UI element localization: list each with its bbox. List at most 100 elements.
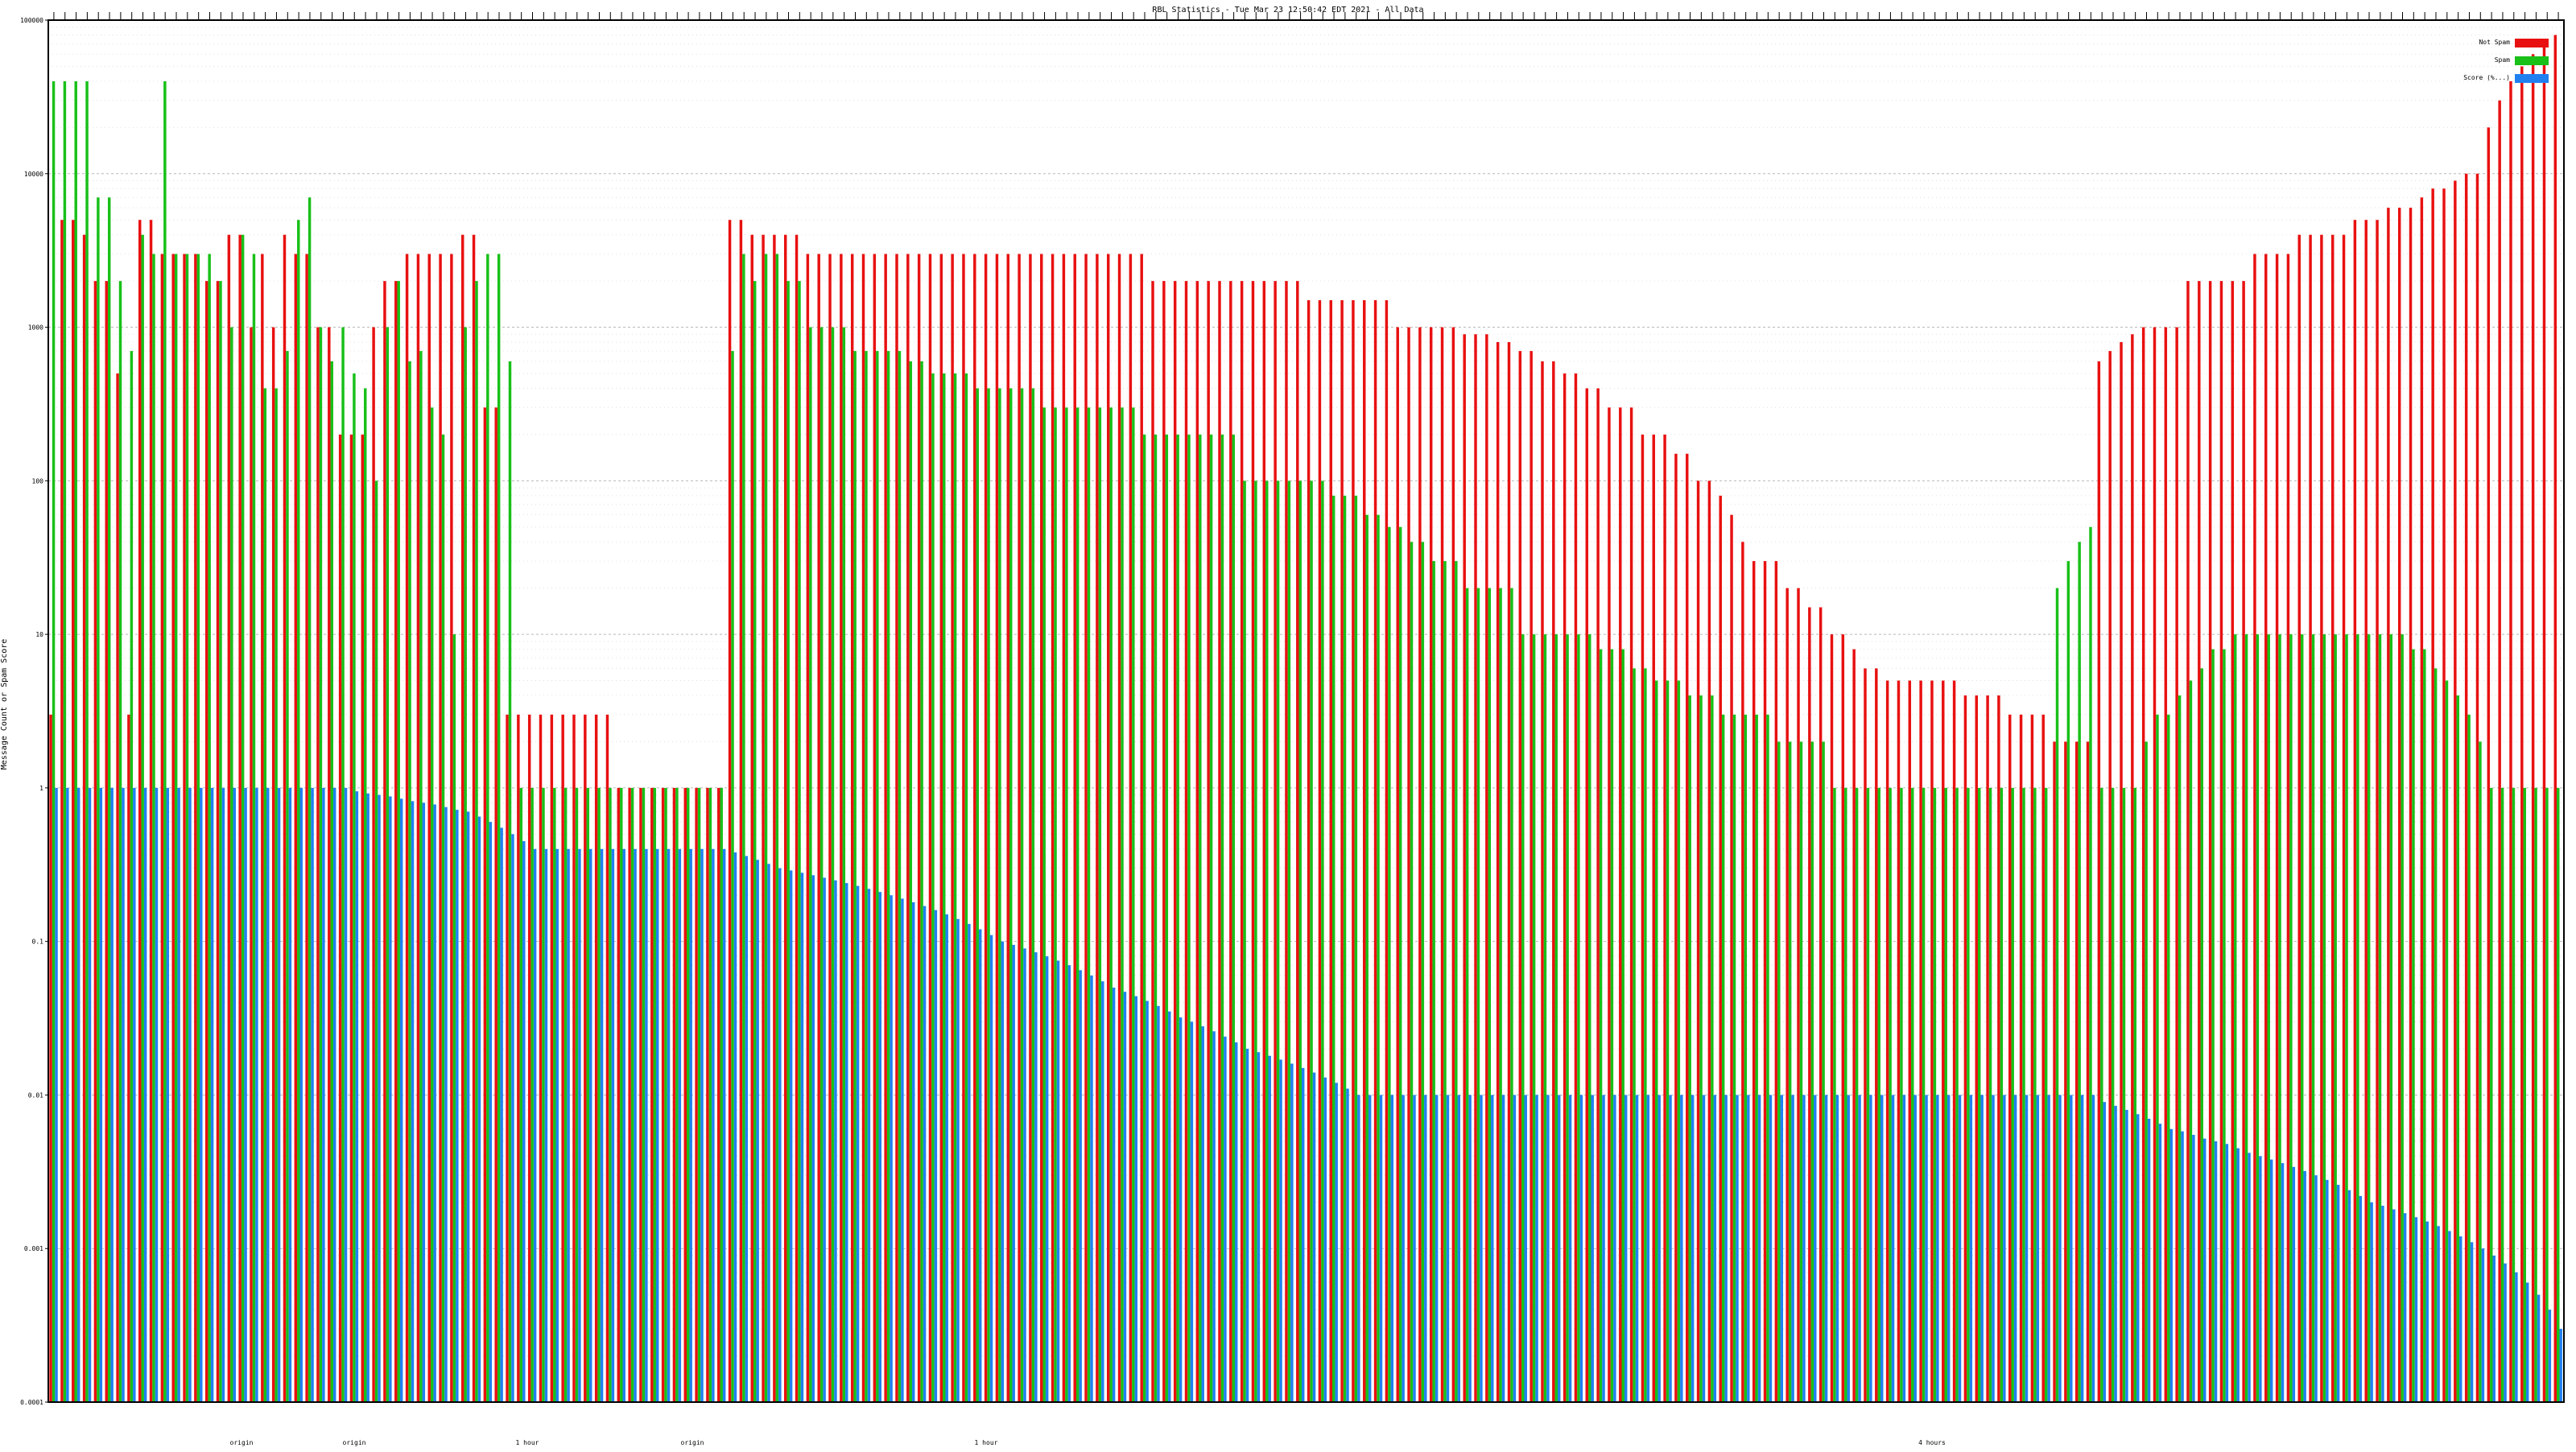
bar-score: [712, 848, 715, 1402]
bar-not-spam: [305, 254, 308, 1402]
bar-score: [1958, 1095, 1962, 1402]
bar-not-spam: [361, 434, 365, 1402]
bar-spam: [2557, 787, 2560, 1402]
bar-score: [2392, 1209, 2396, 1402]
bar-not-spam: [2464, 173, 2468, 1402]
bar-spam: [1243, 481, 1246, 1402]
bar-not-spam: [416, 254, 420, 1402]
bar-not-spam: [427, 254, 431, 1402]
bar-score: [344, 787, 348, 1402]
bar-not-spam: [405, 254, 409, 1402]
bar-score: [99, 787, 103, 1402]
bar-score: [1913, 1095, 1917, 1402]
bar-not-spam: [951, 254, 954, 1402]
bar-spam: [2256, 634, 2260, 1402]
bar-spam: [697, 787, 701, 1402]
bar-spam: [1677, 680, 1681, 1402]
bar-spam: [1176, 434, 1179, 1402]
bar-score: [544, 848, 548, 1402]
bar-score: [1001, 941, 1005, 1402]
bar-spam: [2523, 787, 2526, 1402]
bar-score: [2314, 1175, 2318, 1402]
bar-score: [2125, 1109, 2128, 1402]
bar-not-spam: [2008, 714, 2012, 1402]
bar-not-spam: [483, 407, 487, 1402]
bar-score: [1558, 1095, 1561, 1402]
bar-not-spam: [1307, 299, 1311, 1403]
bar-spam: [1933, 787, 1937, 1402]
bar-score: [221, 787, 225, 1402]
bar-not-spam: [450, 254, 453, 1402]
bar-spam: [1799, 741, 1803, 1402]
bar-not-spam: [1541, 361, 1544, 1402]
bar-score: [1535, 1095, 1538, 1402]
bar-not-spam: [773, 234, 776, 1403]
bar-spam: [1209, 434, 1213, 1402]
bar-spam: [430, 407, 434, 1402]
bar-not-spam: [1752, 561, 1756, 1402]
bar-not-spam: [1029, 254, 1032, 1402]
bar-score: [1980, 1095, 1984, 1402]
bar-not-spam: [2231, 281, 2235, 1402]
bar-spam: [508, 361, 512, 1402]
bar-spam: [1031, 388, 1035, 1403]
bar-spam: [1977, 787, 1981, 1402]
bar-not-spam: [2219, 281, 2223, 1402]
bar-not-spam: [2331, 234, 2334, 1403]
x-tick-label: origin: [230, 1439, 254, 1446]
bar-score: [1513, 1095, 1517, 1402]
bar-spam: [74, 80, 77, 1402]
bar-score: [2103, 1102, 2106, 1402]
bar-spam: [408, 361, 411, 1402]
bar-score: [2114, 1105, 2117, 1402]
bar-spam: [664, 787, 667, 1402]
bar-not-spam: [1285, 281, 1288, 1402]
bar-score: [1379, 1095, 1383, 1402]
bar-score: [1168, 1011, 1171, 1402]
bar-score: [1814, 1095, 1817, 1402]
bar-score: [2281, 1163, 2285, 1402]
bar-score: [1946, 1095, 1951, 1402]
bar-score: [1702, 1095, 1706, 1402]
bar-spam: [653, 787, 656, 1402]
bar-score: [2470, 1242, 2474, 1402]
bar-spam: [931, 373, 935, 1402]
bar-spam: [2000, 787, 2004, 1402]
bar-score: [778, 868, 782, 1402]
bar-spam: [1310, 481, 1313, 1402]
bar-not-spam: [617, 787, 621, 1402]
bar-score: [2437, 1226, 2440, 1402]
bar-not-spam: [1952, 680, 1956, 1402]
bar-score: [1891, 1095, 1895, 1402]
bar-score: [1925, 1095, 1928, 1402]
bar-spam: [486, 254, 489, 1402]
bar-score: [2403, 1213, 2407, 1402]
bar-spam: [2311, 634, 2315, 1402]
bar-score: [2347, 1190, 2351, 1402]
bar-score: [2515, 1272, 2518, 1402]
bar-spam: [1855, 787, 1859, 1402]
bar-score: [811, 875, 815, 1402]
bar-spam: [1075, 407, 1080, 1402]
bar-score: [500, 827, 503, 1402]
bar-spam: [1132, 407, 1135, 1402]
bar-not-spam: [1696, 481, 1700, 1402]
bar-score: [66, 787, 69, 1402]
bar-score: [890, 895, 893, 1402]
bar-not-spam: [2242, 281, 2245, 1402]
bar-spam: [542, 787, 545, 1402]
bar-not-spam: [1162, 281, 1166, 1402]
bar-score: [1067, 965, 1071, 1402]
bar-spam: [141, 234, 144, 1403]
bar-spam: [1922, 787, 1926, 1402]
bar-score: [1724, 1095, 1728, 1402]
bar-spam: [107, 197, 111, 1403]
bar-score: [411, 801, 415, 1402]
bar-not-spam: [2253, 254, 2256, 1402]
bar-not-spam: [2264, 254, 2268, 1402]
bar-not-spam: [2409, 208, 2413, 1403]
bar-not-spam: [1897, 680, 1901, 1402]
bar-score: [233, 787, 236, 1402]
y-axis-label: Message Count or Spam Score: [0, 639, 9, 770]
bar-score: [1568, 1095, 1572, 1402]
